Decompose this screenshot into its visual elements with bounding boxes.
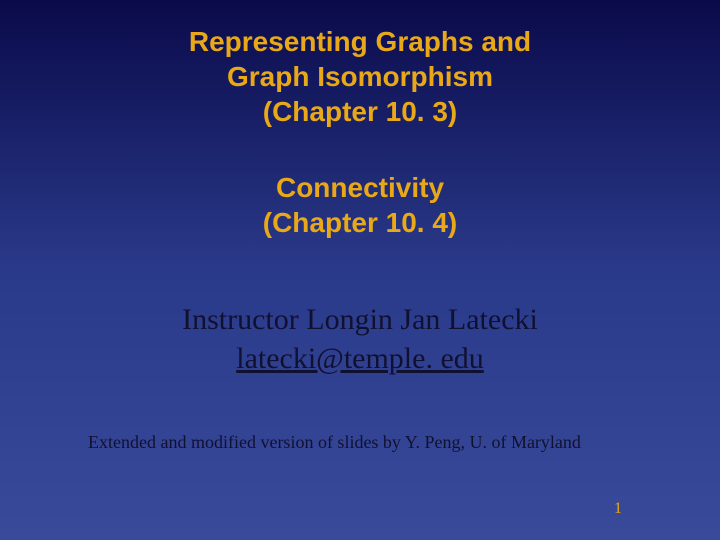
title-block: Representing Graphs and Graph Isomorphis… [0,24,720,129]
subtitle-line-1: Connectivity [0,170,720,205]
subtitle-line-2: (Chapter 10. 4) [0,205,720,240]
subtitle-block: Connectivity (Chapter 10. 4) [0,170,720,240]
instructor-name: Instructor Longin Jan Latecki [0,300,720,339]
instructor-block: Instructor Longin Jan Latecki latecki@te… [0,300,720,378]
footer-note: Extended and modified version of slides … [88,432,581,453]
title-line-1: Representing Graphs and [0,24,720,59]
title-line-2: Graph Isomorphism [0,59,720,94]
page-number: 1 [614,500,622,518]
title-line-3: (Chapter 10. 3) [0,94,720,129]
instructor-email: latecki@temple. edu [0,339,720,378]
